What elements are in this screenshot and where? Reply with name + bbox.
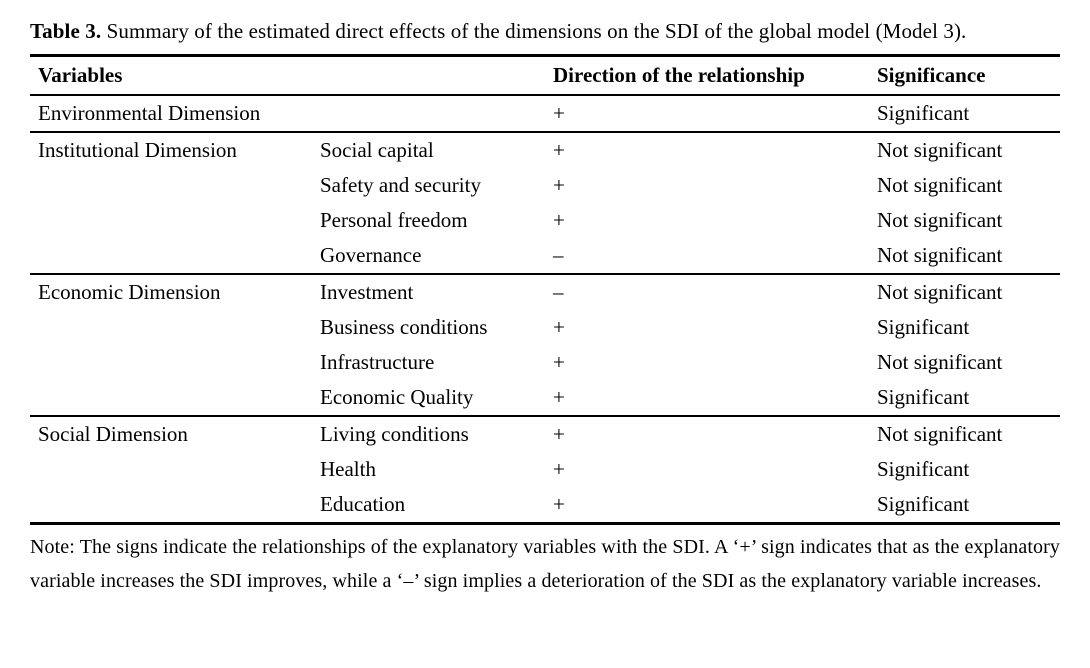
table-row: Social Dimension Living conditions + Not si…	[30, 416, 1060, 452]
cell-significance: Not significant	[877, 280, 1003, 304]
cell-direction: –	[545, 238, 869, 275]
col-header-variables: Variables	[30, 55, 545, 96]
cell-direction: +	[553, 208, 565, 232]
cell-dimension	[30, 310, 312, 345]
cell-dimension: Economic Dimension	[38, 280, 221, 304]
cell-significance: Not significant	[877, 422, 1003, 446]
cell-variable: Infrastructure	[320, 350, 435, 374]
cell-significance: Not significant	[877, 350, 1003, 374]
cell-significance: Significant	[869, 95, 1060, 133]
table-row: Economic Dimension Investment – Not signifi…	[30, 274, 1060, 310]
table-row: Education + Significant	[30, 487, 1060, 524]
table-row: Business conditions + Significant	[30, 310, 1060, 345]
cell-variable	[312, 95, 545, 133]
cell-dimension	[30, 203, 312, 238]
col-header-direction: Direction of the relationship	[545, 55, 869, 96]
table-row: Health + Significant	[30, 452, 1060, 487]
cell-direction: +	[545, 380, 869, 417]
cell-variable: Economic Quality	[312, 380, 545, 417]
cell-variable: Business conditions	[320, 315, 488, 339]
cell-significance: Not significant	[869, 238, 1060, 275]
cell-dimension	[30, 380, 312, 417]
cell-variable: Governance	[312, 238, 545, 275]
cell-dimension: Social Dimension	[38, 422, 188, 446]
table-row: Infrastructure + Not significant	[30, 345, 1060, 380]
table-row: Governance – Not significant	[30, 238, 1060, 275]
cell-dimension: Environmental Dimension	[30, 95, 312, 133]
col-header-significance: Significance	[869, 55, 1060, 96]
header-row: Variables Direction of the relationship …	[30, 55, 1060, 96]
cell-variable: Health	[320, 457, 376, 481]
cell-direction: +	[553, 173, 565, 197]
cell-variable: Education	[320, 492, 406, 516]
cell-variable: Safety and security	[320, 173, 481, 197]
cell-dimension	[30, 168, 312, 203]
cell-direction: +	[553, 138, 565, 162]
table-row: Environmental Dimension + Significant	[30, 95, 1060, 133]
cell-variable: Social capital	[320, 138, 434, 162]
table-row: Institutional Dimension Social capital + No…	[30, 132, 1060, 168]
cell-dimension	[30, 452, 312, 487]
table-row: Safety and security + Not significant	[30, 168, 1060, 203]
summary-table: Variables Direction of the relationship …	[30, 54, 1060, 525]
cell-significance: Significant	[877, 492, 970, 516]
cell-variable: Living conditions	[320, 422, 469, 446]
table-caption: Table 3. Summary of the estimated direct…	[30, 14, 1060, 48]
table-caption-text: Summary of the estimated direct effects …	[106, 19, 967, 43]
cell-dimension	[30, 345, 312, 380]
cell-significance: Not significant	[877, 138, 1003, 162]
cell-significance: Not significant	[877, 173, 1003, 197]
cell-significance: Significant	[877, 315, 970, 339]
cell-direction: +	[553, 422, 565, 446]
cell-significance: Significant	[877, 457, 970, 481]
cell-direction: +	[553, 457, 565, 481]
table-note: Note: The signs indicate the relationshi…	[30, 536, 1060, 592]
table-body: Environmental Dimension + Significant Insti…	[30, 95, 1060, 524]
cell-direction: +	[545, 95, 869, 133]
table-row: Economic Quality + Significant	[30, 380, 1060, 417]
table-caption-label: Table 3.	[30, 19, 102, 43]
cell-significance: Significant	[869, 380, 1060, 417]
cell-variable: Personal freedom	[320, 208, 468, 232]
cell-significance: Not significant	[877, 208, 1003, 232]
cell-dimension: Institutional Dimension	[38, 138, 237, 162]
cell-direction: +	[553, 315, 565, 339]
cell-dimension	[30, 238, 312, 275]
cell-dimension	[30, 487, 312, 524]
cell-direction: –	[553, 280, 564, 304]
cell-direction: +	[553, 492, 565, 516]
cell-variable: Investment	[320, 280, 414, 304]
table-row: Personal freedom + Not significant	[30, 203, 1060, 238]
cell-direction: +	[553, 350, 565, 374]
